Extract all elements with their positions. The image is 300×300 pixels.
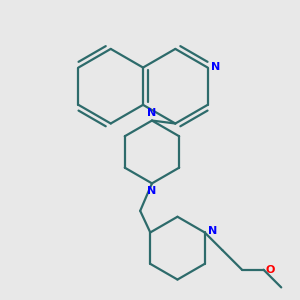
Text: N: N <box>147 186 157 196</box>
Text: N: N <box>147 108 157 118</box>
Text: O: O <box>266 265 275 275</box>
Text: N: N <box>208 226 217 236</box>
Text: N: N <box>211 61 220 72</box>
